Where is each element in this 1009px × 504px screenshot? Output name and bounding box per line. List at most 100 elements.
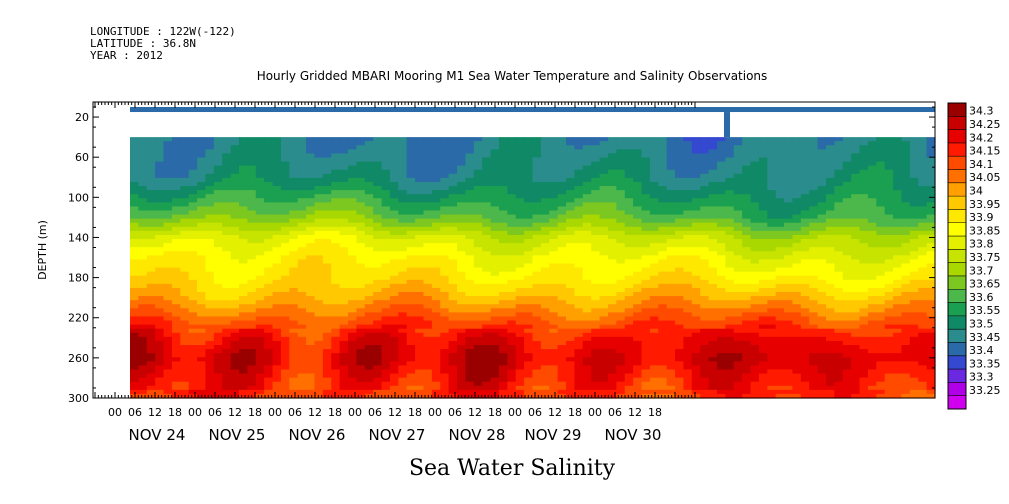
heatmap-cell	[532, 308, 542, 313]
heatmap-cell	[448, 328, 458, 334]
heatmap-cell	[633, 255, 643, 261]
heatmap-cell	[389, 251, 399, 256]
heatmap-cell	[566, 247, 576, 252]
heatmap-cell	[607, 328, 617, 334]
heatmap-cell	[742, 312, 752, 318]
heatmap-cell	[566, 296, 576, 301]
heatmap-cell	[306, 173, 316, 179]
heatmap-cell	[205, 181, 215, 187]
heatmap-cell	[289, 373, 299, 379]
heatmap-cell	[306, 316, 316, 322]
heatmap-cell	[633, 173, 643, 179]
heatmap-cell	[524, 141, 534, 146]
heatmap-cell	[633, 320, 643, 326]
heatmap-cell	[515, 357, 525, 362]
heatmap-cell	[205, 271, 215, 277]
heatmap-cell	[138, 389, 148, 395]
heatmap-cell	[322, 389, 332, 395]
heatmap-cell	[675, 214, 685, 220]
heatmap-cell	[767, 181, 777, 187]
heatmap-cell	[716, 304, 726, 309]
heatmap-cell	[607, 393, 617, 399]
heatmap-cell	[758, 263, 768, 269]
heatmap-cell	[582, 157, 592, 163]
heatmap-cell	[188, 296, 198, 301]
heatmap-cell	[247, 239, 257, 244]
heatmap-cell	[331, 353, 341, 358]
heatmap-cell	[658, 218, 668, 224]
heatmap-cell	[691, 169, 701, 175]
heatmap-cell	[582, 324, 592, 330]
heatmap-cell	[524, 157, 534, 163]
heatmap-cell	[675, 300, 685, 305]
heatmap-cell	[524, 255, 534, 261]
heatmap-cell	[239, 145, 248, 150]
heatmap-cell	[716, 377, 726, 383]
heatmap-cell	[498, 226, 508, 232]
heatmap-cell	[364, 373, 374, 379]
heatmap-cell	[574, 230, 584, 236]
heatmap-cell	[339, 369, 349, 375]
heatmap-cell	[549, 365, 559, 371]
heatmap-cell	[415, 267, 425, 273]
heatmap-cell	[348, 369, 358, 375]
heatmap-cell	[775, 169, 785, 175]
heatmap-cell	[180, 165, 190, 171]
heatmap-cell	[758, 312, 768, 318]
heatmap-cell	[339, 345, 349, 350]
heatmap-cell	[775, 230, 785, 236]
heatmap-cell	[490, 198, 500, 203]
heatmap-cell	[423, 137, 433, 142]
heatmap-cell	[431, 353, 441, 358]
heatmap-cell	[750, 345, 760, 350]
heatmap-cell	[599, 251, 609, 256]
heatmap-cell	[348, 328, 358, 334]
heatmap-cell	[431, 373, 441, 379]
heatmap-cell	[239, 332, 248, 338]
heatmap-cell	[666, 239, 676, 244]
heatmap-cell	[498, 153, 508, 159]
heatmap-cell	[691, 373, 701, 379]
heatmap-cell	[222, 202, 232, 208]
heatmap-cell	[633, 198, 643, 203]
heatmap-cell	[675, 177, 685, 183]
heatmap-cell	[440, 145, 450, 150]
heatmap-cell	[138, 279, 148, 285]
heatmap-cell	[700, 271, 710, 277]
heatmap-cell	[708, 287, 718, 293]
heatmap-cell	[624, 287, 634, 293]
heatmap-cell	[700, 169, 710, 175]
heatmap-cell	[708, 194, 718, 199]
heatmap-cell	[465, 186, 475, 191]
heatmap-cell	[406, 373, 416, 379]
heatmap-cell	[130, 340, 139, 346]
heatmap-cell	[641, 157, 651, 163]
heatmap-cell	[507, 324, 517, 330]
heatmap-cell	[197, 324, 207, 330]
heatmap-cell	[482, 373, 492, 379]
heatmap-cell	[180, 308, 190, 313]
heatmap-cell	[691, 141, 701, 146]
heatmap-cell	[641, 267, 651, 273]
heatmap-cell	[767, 186, 777, 191]
heatmap-cell	[205, 279, 215, 285]
heatmap-cell	[398, 283, 408, 289]
heatmap-cell	[557, 389, 567, 395]
heatmap-cell	[624, 190, 634, 195]
heatmap-cell	[314, 312, 324, 318]
heatmap-cell	[758, 373, 768, 379]
heatmap-cell	[322, 393, 332, 399]
heatmap-cell	[255, 210, 265, 216]
heatmap-cell	[130, 234, 139, 240]
heatmap-cell	[599, 369, 609, 375]
heatmap-cell	[532, 381, 542, 387]
heatmap-cell	[733, 194, 743, 199]
heatmap-cell	[482, 324, 492, 330]
heatmap-cell	[666, 263, 676, 269]
heatmap-cell	[532, 198, 542, 203]
heatmap-cell	[280, 202, 290, 208]
heatmap-cell	[180, 365, 190, 371]
heatmap-cell	[364, 157, 374, 163]
heatmap-cell	[213, 186, 223, 191]
heatmap-cell	[490, 296, 500, 301]
